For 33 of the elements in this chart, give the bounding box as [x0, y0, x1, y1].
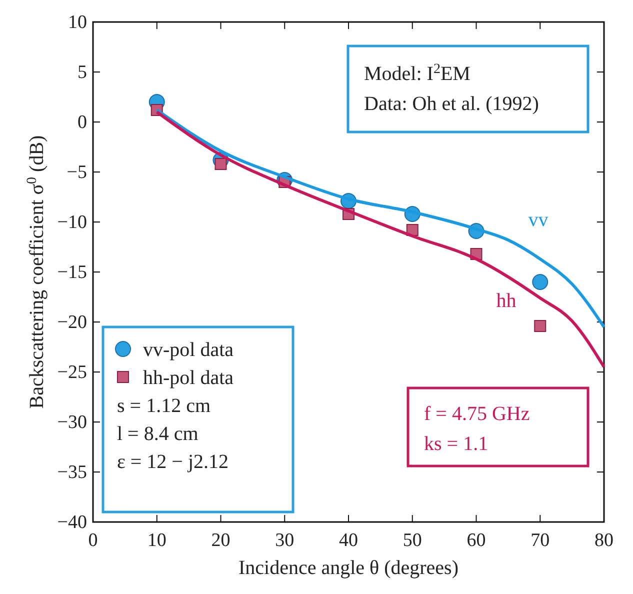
x-tick-label: 20: [211, 530, 230, 551]
y-tick-label: −20: [57, 312, 87, 333]
x-tick-label: 70: [530, 530, 550, 551]
point: [534, 320, 546, 332]
y-tick-label: −10: [57, 212, 87, 233]
x-tick-label: 30: [275, 530, 294, 551]
annotation: s = 1.12 cm: [117, 395, 211, 417]
annotation: f = 4.75 GHz: [424, 403, 530, 425]
point: [532, 274, 548, 290]
x-tick-label: 60: [466, 530, 486, 551]
x-tick-label: 40: [339, 530, 358, 551]
y-tick-label: −25: [57, 362, 87, 383]
annotation: ε = 12 − j2.12: [117, 451, 229, 473]
annotation: Data: Oh et al. (1992): [364, 93, 539, 115]
legend-label: vv-pol data: [143, 339, 234, 361]
legend-label: hh-pol data: [143, 367, 234, 389]
series-label: vv: [528, 209, 548, 231]
x-tick-label: 80: [594, 530, 614, 551]
y-tick-label: −40: [57, 512, 87, 533]
x-axis-title: Incidence angle θ (degrees): [238, 557, 459, 579]
annotation: Model: I$^{2}$EM: [364, 62, 471, 85]
y-tick-label: −30: [57, 412, 87, 433]
y-tick-label: 0: [78, 112, 87, 133]
y-tick-label: −5: [66, 162, 87, 183]
y-tick-label: 5: [78, 62, 87, 83]
y-tick-label: −35: [57, 462, 87, 483]
x-tick-label: 10: [147, 530, 166, 551]
x-tick-label: 50: [402, 530, 422, 551]
series-label: hh: [496, 290, 516, 312]
annotation: l = 8.4 cm: [117, 423, 199, 445]
annotation: ks = 1.1: [424, 433, 488, 455]
y-tick-label: 10: [68, 12, 87, 33]
y-tick-label: −15: [57, 262, 87, 283]
